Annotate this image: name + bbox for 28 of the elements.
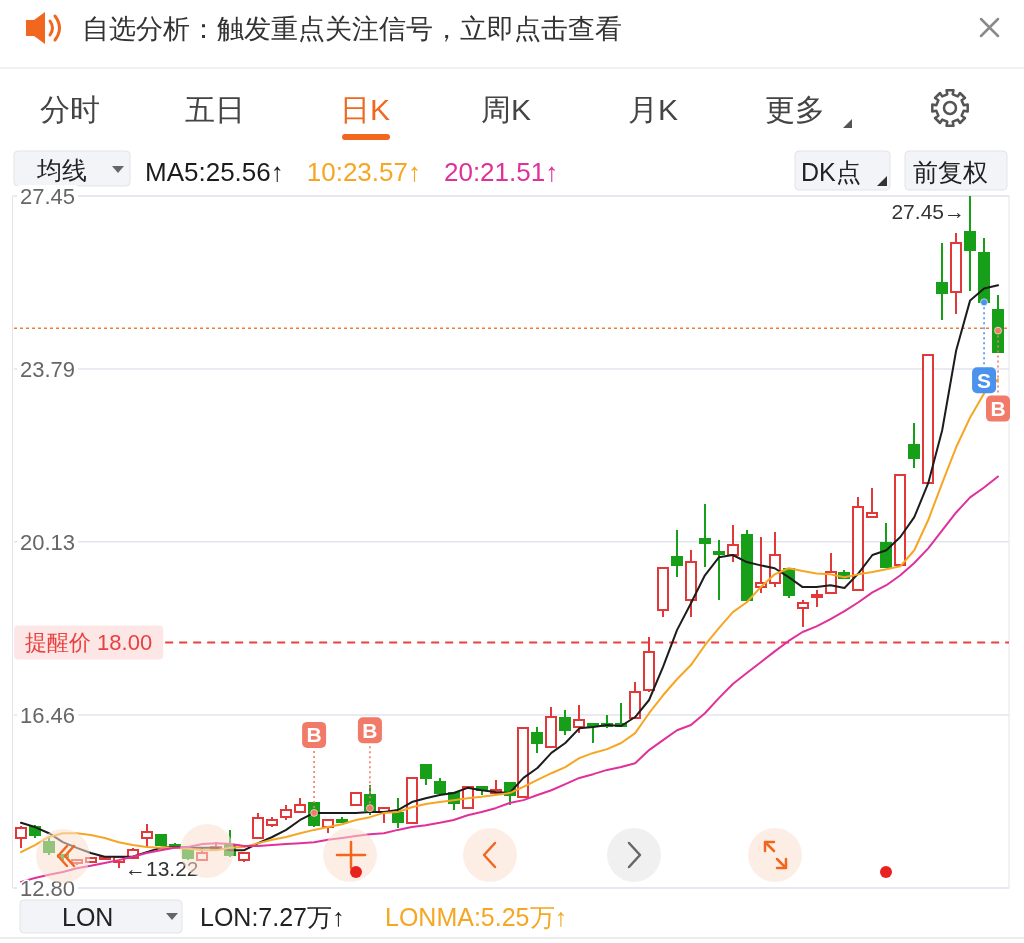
y-tick-label: 27.45	[20, 184, 76, 209]
text: MA5:25.56↑	[145, 157, 284, 187]
y-tick-label: 20.13	[20, 529, 76, 555]
data-label: B	[306, 723, 322, 747]
text: 自选分析：触发重点关注信号，立即点击查看	[82, 14, 622, 44]
text: 周K	[481, 93, 532, 126]
text: 月K	[628, 93, 679, 126]
y-tick-label: 23.79	[20, 356, 76, 382]
ref-line-label: 提醒价 18.00	[25, 630, 153, 656]
annotation: 27.45→	[891, 200, 965, 223]
text: 分时	[40, 93, 100, 126]
text: LONMA:5.25万↑	[385, 903, 568, 931]
y-tick-label: 12.80	[20, 876, 76, 901]
annotation: ←13.22	[125, 857, 199, 880]
text: LON:7.27万↑	[200, 903, 345, 931]
text: DK点	[801, 158, 861, 186]
y-tick-label: 16.46	[20, 703, 76, 729]
text: 更多	[765, 93, 825, 126]
text: 10:23.57↑	[306, 157, 421, 187]
text: 均线	[36, 156, 87, 184]
data-label: B	[990, 397, 1006, 421]
text: 20:21.51↑	[443, 157, 559, 187]
data-label: S	[977, 368, 992, 392]
data-label: B	[362, 718, 378, 742]
text: 日K	[340, 93, 391, 126]
text: 五日	[185, 93, 245, 126]
text: 前复权	[913, 158, 988, 186]
text: LON	[62, 903, 114, 931]
